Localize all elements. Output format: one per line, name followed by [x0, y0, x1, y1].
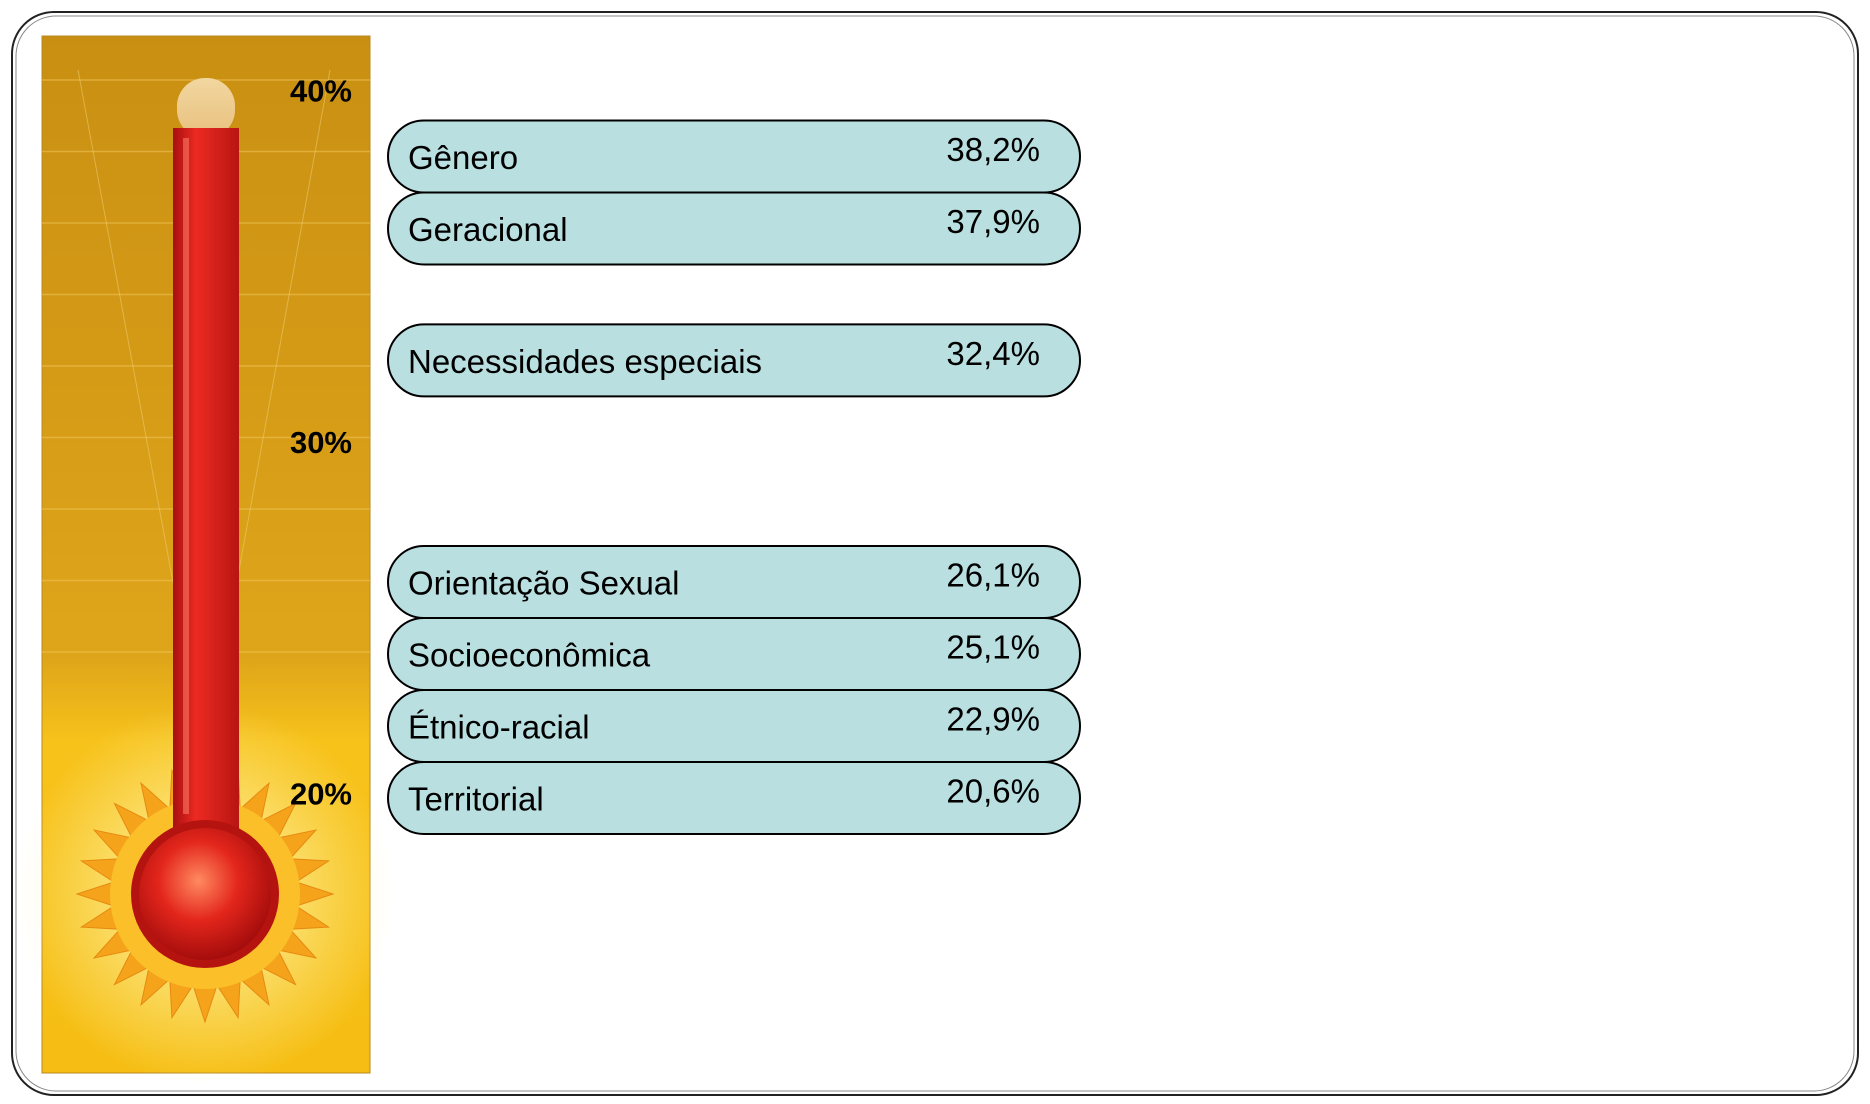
- category-label: Geracional: [408, 211, 568, 248]
- tube-fill: [173, 128, 239, 894]
- value-pill-group: Étnico-racial 22,9%: [388, 690, 1080, 762]
- y-tick-label: 40%: [290, 73, 352, 108]
- value-pill-group: Gênero 38,2%: [388, 120, 1080, 192]
- value-pill-group: Socioeconômica 25,1%: [388, 618, 1080, 690]
- category-label: Territorial: [408, 781, 544, 818]
- chart: 40% 30% 20% Gênero 38,2% Geracional 37,9% Neces…: [0, 0, 1870, 1104]
- value-pill-group: Geracional 37,9%: [388, 192, 1080, 264]
- y-tick-label: 20%: [290, 777, 352, 812]
- value-pill-group: Territorial 20,6%: [388, 762, 1080, 834]
- value-pill-group: Orientação Sexual 26,1%: [388, 546, 1080, 618]
- value-label: 20,6%: [946, 773, 1040, 810]
- value-label: 26,1%: [946, 557, 1040, 594]
- value-pill-group: Necessidades especiais 32,4%: [388, 324, 1080, 396]
- category-label: Orientação Sexual: [408, 565, 680, 602]
- value-label: 32,4%: [946, 335, 1040, 372]
- thermometer: [15, 36, 395, 1084]
- y-tick-label: 30%: [290, 425, 352, 460]
- tube-shine: [183, 138, 189, 814]
- category-label: Socioeconômica: [408, 637, 651, 674]
- value-label: 37,9%: [946, 203, 1040, 240]
- category-label: Necessidades especiais: [408, 343, 762, 380]
- value-label: 38,2%: [946, 131, 1040, 168]
- value-label: 25,1%: [946, 629, 1040, 666]
- bulb: [139, 828, 271, 960]
- category-label: Étnico-racial: [408, 709, 590, 746]
- category-label: Gênero: [408, 139, 518, 176]
- value-label: 22,9%: [946, 701, 1040, 738]
